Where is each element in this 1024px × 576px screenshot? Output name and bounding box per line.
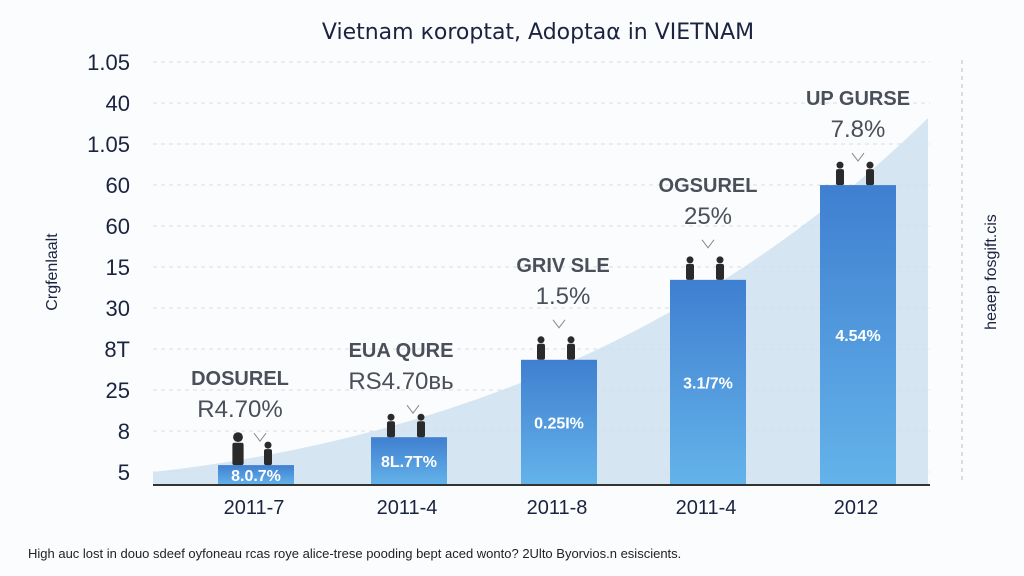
bar	[371, 437, 447, 485]
person-icon	[537, 336, 545, 360]
right-label: heaep fosgift.cis	[983, 214, 1000, 330]
annotation-title: GRIV SLE	[516, 255, 609, 277]
bar-label: 4.54%	[835, 328, 880, 345]
x-tick-label: 2011-4	[676, 497, 737, 519]
bar-label: 3.1/7%	[683, 375, 733, 392]
bar	[670, 279, 746, 485]
x-tick-label: 2012	[834, 497, 879, 519]
bar-group: 8.0.7% DOSUREL R4.70% 2011-7	[191, 368, 294, 519]
bar-group: 0.25I% GRIV SLE 1.5% 2011-8	[516, 255, 609, 519]
person-icon	[567, 336, 575, 360]
bar-label: 8L.7T%	[381, 454, 437, 471]
annotation-value: 1.5%	[536, 283, 591, 310]
x-tick-label: 2011-7	[224, 497, 285, 519]
bar-label: 0.25I%	[534, 415, 584, 432]
annotation-title: UP GURSE	[806, 88, 910, 110]
annotation-title: EUA QURE	[349, 340, 454, 362]
y-tick-label: 1.05	[87, 50, 130, 75]
pointer-icon	[701, 239, 715, 249]
y-tick-label: 8	[118, 419, 130, 444]
chart-title: Vietnam кoroptat, Adoptaα in VIETNAM	[322, 20, 754, 45]
y-axis-label: Crgfenlaalt	[44, 233, 61, 311]
bar	[820, 185, 896, 485]
y-tick-label: 30	[106, 296, 130, 321]
annotation-title: OGSUREL	[659, 175, 758, 197]
person-icon	[417, 413, 425, 438]
y-tick-label: 15	[106, 255, 130, 280]
person-icon	[387, 413, 395, 438]
annotation-value: 25%	[684, 203, 732, 230]
y-tick-label: 25	[106, 378, 130, 403]
annotation-value: RS4.70вь	[348, 368, 453, 395]
x-tick-label: 2011-8	[527, 497, 588, 519]
y-tick-label: 60	[106, 173, 130, 198]
annotation-title: DOSUREL	[191, 368, 289, 390]
person-icon	[232, 432, 244, 466]
bar-group: 4.54% UP GURSE 7.8% 2012	[806, 88, 910, 519]
pointer-icon	[851, 152, 865, 162]
pointer-icon	[552, 319, 566, 329]
y-tick-label: 60	[106, 214, 130, 239]
y-tick-label: 40	[106, 91, 130, 116]
bar-label: 8.0.7%	[231, 468, 281, 485]
bar	[218, 465, 294, 485]
annotation-value: 7.8%	[831, 116, 886, 143]
bar	[521, 359, 597, 485]
y-tick-label: 8T	[104, 337, 130, 362]
footnote: High auc lost in douo sdeef oyfoneau rca…	[28, 546, 681, 561]
pointer-icon	[253, 432, 267, 442]
pointer-icon	[406, 404, 420, 415]
person-icon	[836, 161, 844, 186]
person-icon	[264, 441, 272, 466]
person-icon	[866, 161, 874, 186]
person-icon	[716, 256, 724, 280]
annotation-value: R4.70%	[197, 396, 282, 423]
bar-group: 8L.7T% EUA QURE RS4.70вь 2011-4	[348, 340, 453, 519]
y-tick-label: 5	[118, 460, 130, 485]
bar-group: 3.1/7% OGSUREL 25% 2011-4	[659, 175, 758, 519]
y-tick-label: 1.05	[87, 132, 130, 157]
person-icon	[686, 256, 694, 280]
x-tick-label: 2011-4	[377, 497, 438, 519]
